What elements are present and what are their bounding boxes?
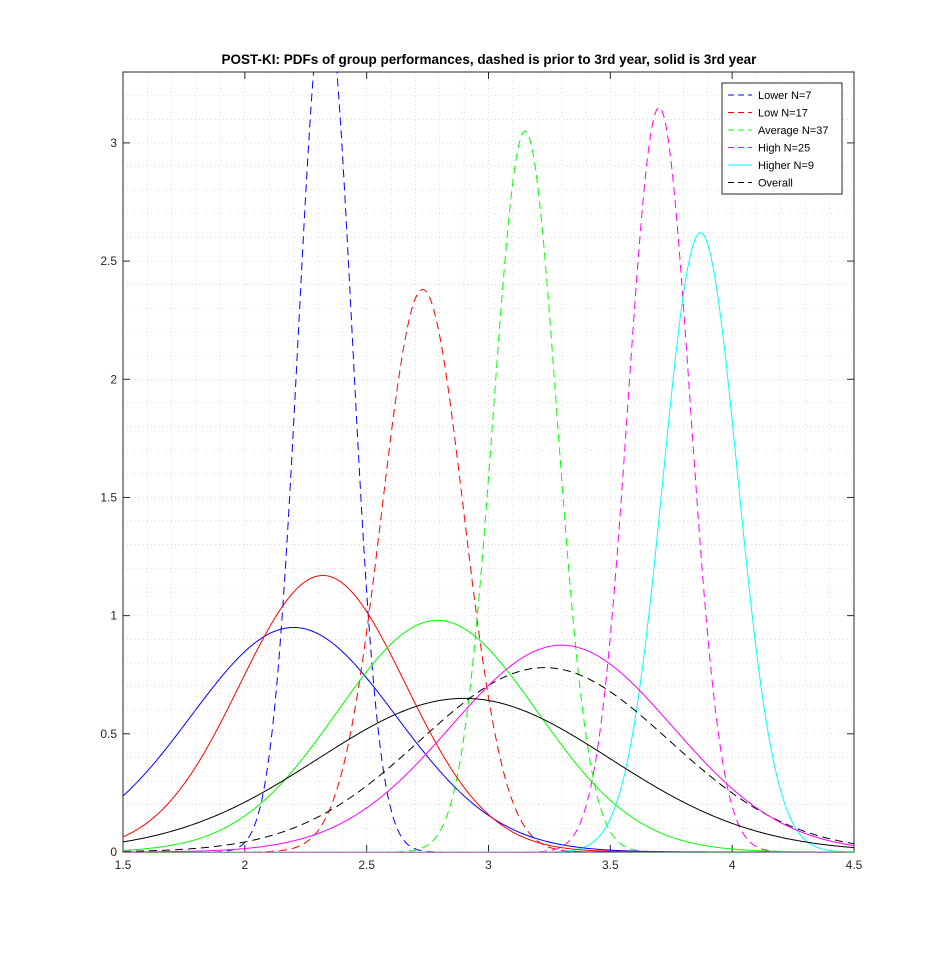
series-line-4 [123, 232, 854, 852]
y-tick-label: 0 [110, 845, 117, 859]
chart-title: POST-KI: PDFs of group performances, das… [222, 52, 758, 67]
x-tick-label: 4 [729, 858, 736, 872]
legend-label: High N=25 [758, 143, 810, 155]
x-tick-label: 4.5 [846, 858, 863, 872]
x-tick-label: 2.5 [358, 858, 375, 872]
legend-label: Low N=17 [758, 108, 808, 120]
series-line-9 [123, 644, 854, 852]
legend-label: Higher N=9 [758, 160, 814, 172]
series-lines [123, 72, 854, 852]
series-line-6 [123, 626, 854, 852]
x-tick-label: 3 [485, 858, 492, 872]
legend: Lower N=7 Low N=17 Average N=37 High N=25 Hi… [721, 82, 843, 195]
y-tick-label: 2.5 [100, 254, 117, 268]
x-tick-label: 1.5 [115, 858, 132, 872]
y-tick-label: 3 [110, 136, 117, 150]
x-tick-label: 2 [241, 858, 248, 872]
axis-ticks: 1.5 2 2.5 3 3.5 4 4.5 0 0.5 1 1.5 2 2.5 3 [100, 72, 863, 872]
legend-label: Overall [758, 178, 793, 190]
y-tick-label: 1.5 [100, 490, 117, 504]
series-line-1 [123, 288, 854, 852]
legend-box [721, 82, 843, 195]
x-tick-label: 3.5 [602, 858, 619, 872]
series-line-5 [123, 667, 854, 852]
series-line-2 [123, 130, 854, 852]
series-line-7 [123, 574, 854, 852]
legend-label: Lower N=7 [758, 90, 812, 102]
series-line-10 [123, 697, 854, 849]
legend-label: Average N=37 [758, 125, 828, 137]
y-tick-label: 1 [110, 609, 117, 623]
y-tick-label: 0.5 [100, 727, 117, 741]
series-line-8 [123, 619, 854, 852]
y-tick-label: 2 [110, 372, 117, 386]
